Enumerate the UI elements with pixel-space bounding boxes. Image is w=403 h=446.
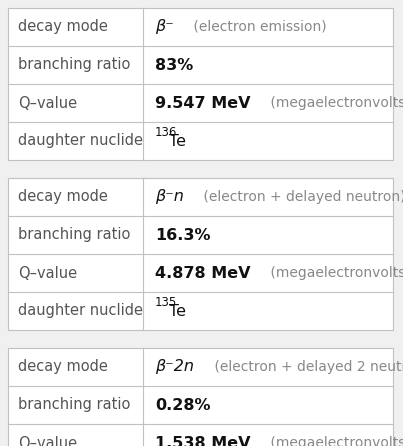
Text: branching ratio: branching ratio (18, 397, 131, 413)
Text: branching ratio: branching ratio (18, 58, 131, 73)
Text: (electron + delayed neutron): (electron + delayed neutron) (199, 190, 403, 204)
Text: (electron + delayed 2 neutrons): (electron + delayed 2 neutrons) (210, 360, 403, 374)
Bar (8, 8, 393, 160)
Text: Q–value: Q–value (18, 265, 77, 281)
Text: (megaelectronvolts): (megaelectronvolts) (266, 266, 403, 280)
Text: β⁻n: β⁻n (155, 190, 184, 205)
Text: decay mode: decay mode (18, 190, 108, 205)
Text: 83%: 83% (155, 58, 193, 73)
Text: (megaelectronvolts): (megaelectronvolts) (266, 436, 403, 446)
Text: β⁻2n: β⁻2n (155, 359, 194, 375)
Text: daughter nuclide: daughter nuclide (18, 133, 143, 149)
Bar (8, 348, 393, 446)
Text: Te: Te (169, 133, 186, 149)
Text: Q–value: Q–value (18, 435, 77, 446)
Text: 0.28%: 0.28% (155, 397, 210, 413)
Text: 9.547 MeV: 9.547 MeV (155, 95, 251, 111)
Text: decay mode: decay mode (18, 20, 108, 34)
Text: branching ratio: branching ratio (18, 227, 131, 243)
Text: daughter nuclide: daughter nuclide (18, 303, 143, 318)
Text: (electron emission): (electron emission) (189, 20, 327, 34)
Text: 4.878 MeV: 4.878 MeV (155, 265, 251, 281)
Text: Te: Te (169, 303, 186, 318)
Text: 16.3%: 16.3% (155, 227, 210, 243)
Bar (8, 178, 393, 330)
Text: (megaelectronvolts): (megaelectronvolts) (266, 96, 403, 110)
Text: β⁻: β⁻ (155, 20, 174, 34)
Text: Q–value: Q–value (18, 95, 77, 111)
Text: decay mode: decay mode (18, 359, 108, 375)
Text: 1.538 MeV: 1.538 MeV (155, 435, 251, 446)
Text: 136: 136 (155, 126, 177, 139)
Text: 135: 135 (155, 296, 177, 309)
